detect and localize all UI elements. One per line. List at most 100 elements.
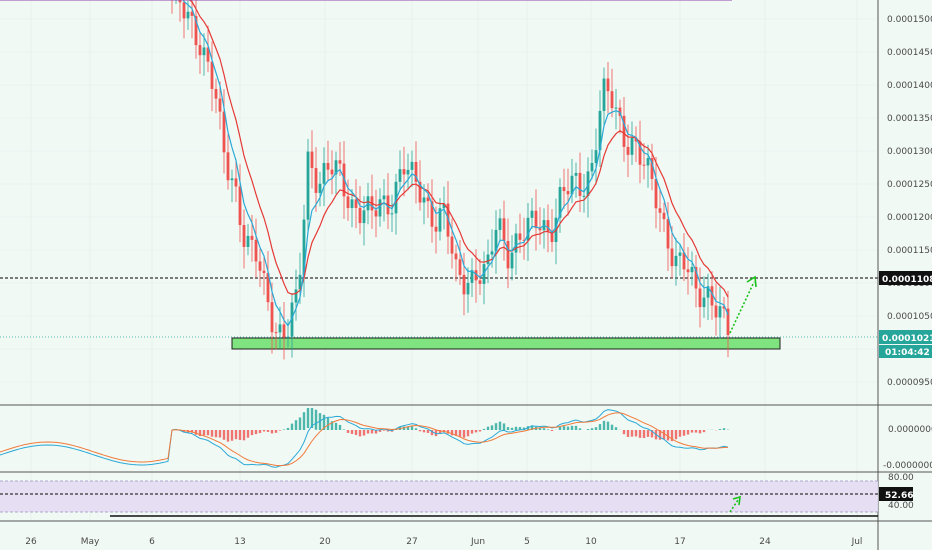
macd-bar: [550, 430, 554, 432]
macd-bar: [262, 430, 266, 432]
candle-body: [222, 111, 226, 153]
candle-body: [586, 171, 590, 196]
candle-body: [398, 169, 402, 182]
candle-body: [722, 306, 726, 309]
candle-body: [514, 233, 518, 253]
macd-bar: [666, 430, 670, 441]
macd-bar: [506, 427, 510, 430]
price-tick: 0.00013000: [887, 147, 932, 157]
macd-bar: [266, 430, 270, 432]
candle-body: [374, 210, 378, 217]
macd-bar: [410, 426, 414, 430]
macd-bar: [518, 427, 522, 430]
macd-bar: [254, 430, 258, 435]
candle-body: [426, 197, 430, 202]
candle-body: [378, 199, 382, 217]
macd-bar: [478, 430, 482, 432]
macd-bar: [674, 430, 678, 440]
macd-bar: [502, 423, 506, 430]
candle-body: [710, 286, 714, 306]
macd-bar: [438, 430, 442, 435]
candle-body: [502, 218, 506, 241]
candle-body: [558, 186, 562, 218]
time-tick: 10: [585, 537, 597, 547]
macd-bar: [630, 430, 634, 437]
macd-bar: [626, 430, 630, 437]
candle-body: [662, 212, 666, 220]
time-tick: 24: [759, 537, 771, 547]
candle-body: [570, 175, 574, 195]
projection-arrow: [729, 281, 755, 334]
macd-bar: [562, 426, 566, 430]
macd-bar: [330, 421, 334, 430]
candle-body: [202, 47, 206, 56]
candle-body: [382, 195, 386, 200]
macd-bar: [402, 426, 406, 430]
macd-bar: [202, 430, 206, 436]
candle-body: [266, 273, 270, 303]
price-tick: 0.00014000: [887, 81, 932, 91]
macd-bar: [594, 427, 598, 430]
current-price-tag: [879, 330, 932, 344]
macd-bar: [486, 426, 490, 430]
macd-bar: [454, 430, 458, 436]
candle-body: [450, 236, 454, 254]
candle-body: [290, 302, 294, 337]
candle-body: [422, 197, 426, 203]
time-tick: May: [81, 537, 100, 547]
macd-bar: [198, 430, 202, 437]
macd-bar: [322, 414, 326, 430]
candle-body: [206, 47, 210, 62]
candle-body: [666, 219, 670, 249]
candle-body: [678, 252, 682, 256]
candle-body: [402, 169, 406, 175]
candle-body: [310, 151, 314, 169]
candle-body: [698, 288, 702, 308]
macd-bar: [678, 430, 682, 437]
candle-body: [630, 137, 634, 155]
candle-body: [286, 336, 290, 338]
candle-body: [494, 229, 498, 252]
candle-body: [562, 186, 566, 192]
candle-body: [354, 199, 358, 208]
macd-bar: [346, 430, 350, 433]
macd-bar: [682, 430, 686, 436]
support-zone: [231, 337, 781, 350]
macd-bar: [358, 430, 362, 437]
candle-body: [186, 11, 190, 19]
macd-bar: [306, 408, 310, 428]
candle-body: [538, 228, 542, 231]
macd-bar: [510, 427, 514, 430]
candle-body: [670, 248, 674, 267]
candle-body: [466, 282, 470, 295]
macd-bar: [662, 430, 666, 440]
time-tick: 27: [406, 537, 417, 547]
candle-body: [638, 141, 642, 165]
candle-body: [190, 11, 194, 16]
macd-bar: [418, 430, 422, 432]
candle-body: [602, 78, 606, 111]
candle-body: [442, 203, 446, 209]
macd-bar: [538, 428, 542, 430]
candle-body: [594, 150, 598, 163]
macd-bar: [530, 425, 534, 430]
candle-body: [298, 274, 302, 290]
time-tick: Jul: [851, 537, 863, 547]
candle-body: [658, 208, 662, 213]
candle-body: [510, 252, 514, 269]
macd-bar: [638, 430, 642, 438]
candle-body: [314, 168, 318, 193]
macd-bar: [450, 430, 454, 436]
macd-bar: [614, 427, 618, 430]
candle-body: [318, 183, 322, 193]
candle-body: [578, 172, 582, 196]
candle-body: [418, 181, 422, 203]
macd-bar: [374, 430, 378, 434]
candle-body: [302, 219, 306, 275]
macd-bar: [430, 430, 434, 436]
macd-bar: [314, 409, 318, 430]
macd-bar: [282, 429, 286, 430]
macd-bar: [326, 417, 330, 430]
